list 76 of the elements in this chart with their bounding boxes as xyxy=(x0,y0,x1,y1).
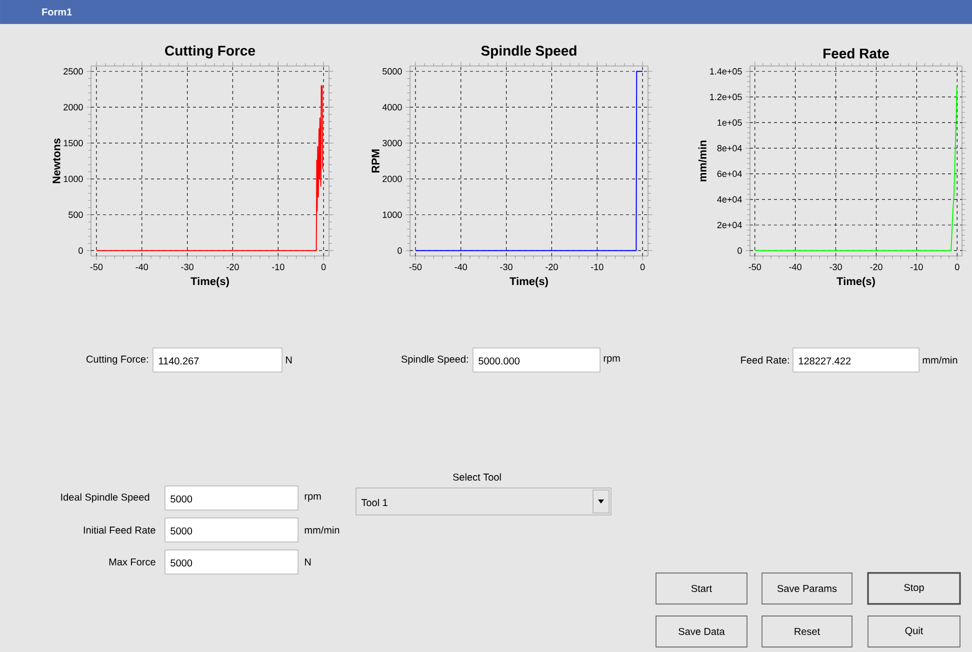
line-series xyxy=(96,85,324,252)
y-axis-title: mm/min xyxy=(698,140,707,182)
chart-title: Feed Rate xyxy=(823,48,889,58)
text: Max Force xyxy=(109,558,156,566)
x-tick-label: -50 xyxy=(748,264,762,270)
text: 5000 xyxy=(170,559,192,567)
x-tick-label: -50 xyxy=(90,264,103,270)
text: Initial Feed Rate xyxy=(84,526,156,534)
y-tick-label: 4e+04 xyxy=(717,196,742,203)
text: Tool 1 xyxy=(361,498,388,506)
text: Ideal Spindle Speed xyxy=(61,493,150,503)
y-tick-label: 2000 xyxy=(382,176,402,182)
text: 128227.422 xyxy=(798,357,851,365)
y-tick-label: 1000 xyxy=(382,212,402,218)
y-tick-label: 4000 xyxy=(382,104,402,110)
y-tick-label: 0 xyxy=(738,247,742,254)
text: Cutting Force: xyxy=(86,355,148,365)
x-axis-title: Time(s) xyxy=(836,277,875,288)
y-tick-label: 0 xyxy=(78,247,83,254)
y-tick-label: 2000 xyxy=(64,104,83,110)
x-tick-label: -50 xyxy=(409,264,422,270)
text: mm/min xyxy=(922,356,958,364)
text: Feed Rate: xyxy=(741,356,789,364)
text: rpm xyxy=(304,494,321,502)
text: 5000 xyxy=(170,495,192,503)
y-tick-label: 2e+04 xyxy=(717,222,742,228)
y-axis-title: Newtons xyxy=(52,138,60,184)
y-tick-label: 500 xyxy=(68,212,83,218)
x-tick-label: -20 xyxy=(546,264,558,270)
x-tick-label: -20 xyxy=(226,264,239,270)
text: 5000.000 xyxy=(478,357,520,365)
text: 1140.267 xyxy=(158,357,199,365)
text: Form1 xyxy=(42,8,72,16)
x-tick-label: -20 xyxy=(870,264,882,270)
x-tick-label: -40 xyxy=(789,264,802,270)
x-tick-label: 0 xyxy=(640,264,645,270)
x-tick-label: -30 xyxy=(181,264,194,270)
y-tick-label: 1500 xyxy=(64,140,83,146)
text: Save Data xyxy=(678,628,725,636)
x-tick-label: -40 xyxy=(136,264,148,270)
text: Save Params xyxy=(777,584,837,592)
y-tick-label: 5000 xyxy=(382,68,402,75)
y-tick-label: 6e+04 xyxy=(717,170,742,177)
x-tick-label: -10 xyxy=(910,264,923,270)
y-tick-label: 1e+05 xyxy=(718,119,742,126)
chart-title: Spindle Speed xyxy=(481,45,576,58)
text: 5000 xyxy=(170,527,192,535)
text: Spindle Speed: xyxy=(401,355,468,365)
x-tick-label: -40 xyxy=(454,264,468,270)
x-axis-title: Time(s) xyxy=(510,277,548,288)
x-axis-title: Time(s) xyxy=(190,277,229,288)
line-series xyxy=(754,86,958,252)
y-tick-label: 3000 xyxy=(382,140,402,146)
text: Quit xyxy=(905,626,924,636)
text: mm/min xyxy=(304,526,340,534)
y-tick-label: 8e+04 xyxy=(717,144,742,152)
y-axis-title: RPM xyxy=(372,150,380,172)
text: rpm xyxy=(604,356,620,364)
x-tick-label: -10 xyxy=(591,264,604,270)
y-tick-label: 1000 xyxy=(64,176,83,182)
x-tick-label: 0 xyxy=(321,264,326,270)
x-tick-label: -10 xyxy=(272,264,284,270)
text: Start xyxy=(691,584,712,592)
text: Stop xyxy=(904,584,924,594)
chart-title: Cutting Force xyxy=(165,45,256,58)
x-tick-label: -30 xyxy=(830,264,842,270)
x-tick-label: -30 xyxy=(500,264,512,270)
y-tick-label: 0 xyxy=(398,247,402,254)
text: Reset xyxy=(794,628,820,635)
text: N xyxy=(286,356,292,364)
y-tick-label: 1.2e+05 xyxy=(710,94,742,100)
text: N xyxy=(305,558,311,566)
x-tick-label: 0 xyxy=(954,264,960,270)
y-tick-label: 2500 xyxy=(64,68,83,75)
text: Select Tool xyxy=(453,473,501,481)
y-tick-label: 1.4e+05 xyxy=(710,68,742,75)
